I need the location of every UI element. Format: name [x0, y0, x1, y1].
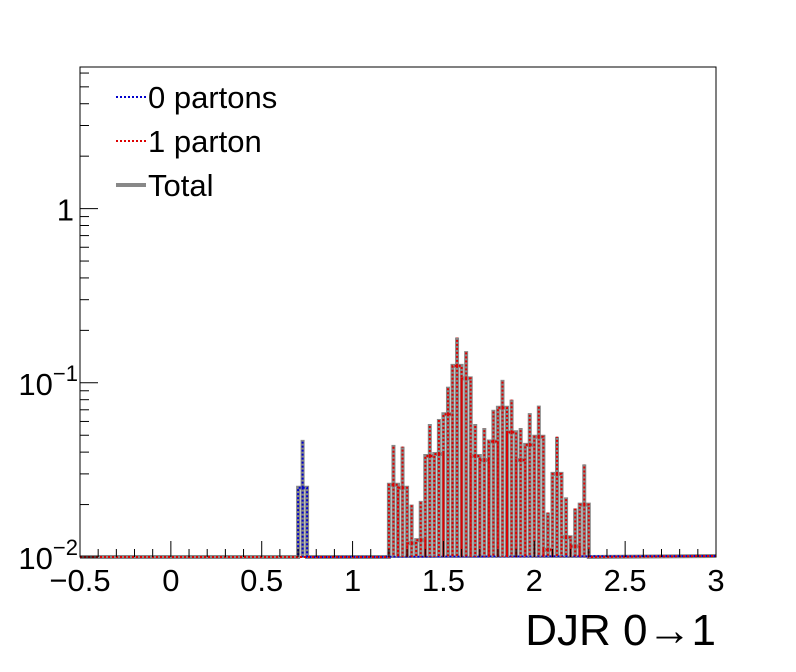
legend: 0 partons 1 parton Total — [116, 80, 277, 203]
x-tick-label-3: 1 — [344, 563, 361, 598]
x-tick-label-0: −0.5 — [49, 563, 110, 598]
y-tick-label-0: 10−2 — [18, 535, 78, 576]
x-tick-label-1: 0 — [162, 563, 179, 598]
x-axis-label: DJR 0→1 — [525, 606, 716, 655]
legend-label-total: Total — [148, 168, 213, 203]
series-layer — [80, 337, 717, 560]
y-tick-label-1: 10−1 — [18, 361, 78, 402]
x-tick-label-4: 1.5 — [422, 563, 465, 598]
y-tick-label-2: 1 — [57, 193, 74, 228]
axes-layer: −0.5 0 0.5 1 1.5 2 2.5 3 10−2 10−1 1 — [18, 72, 725, 598]
legend-label-1-parton: 1 parton — [148, 124, 262, 159]
x-tick-label-5: 2 — [526, 563, 543, 598]
legend-label-0-partons: 0 partons — [148, 80, 277, 115]
plot-frame — [79, 66, 717, 558]
plot-area — [79, 66, 717, 558]
x-tick-label-2: 0.5 — [240, 563, 283, 598]
x-tick-label-7: 3 — [707, 563, 724, 598]
series-1-parton — [80, 337, 717, 559]
x-tick-label-6: 2.5 — [604, 563, 647, 598]
